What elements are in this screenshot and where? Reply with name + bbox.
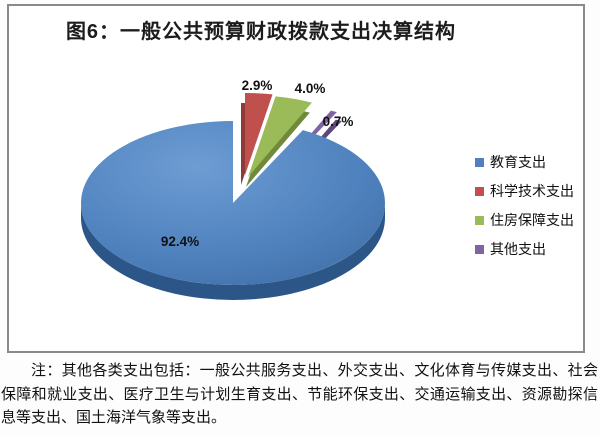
- legend-swatch-education-icon: [475, 157, 484, 167]
- legend-item-other: 其他支出: [475, 240, 574, 258]
- figure-note: 注：其他各类支出包括：一般公共服务支出、外交支出、文化体育与传媒支出、社会保障和…: [1, 363, 598, 426]
- legend-item-science: 科学技术支出: [475, 182, 574, 200]
- legend-label-science: 科学技术支出: [490, 183, 574, 199]
- legend-label-education: 教育支出: [490, 154, 546, 170]
- legend-item-education: 教育支出: [475, 153, 574, 171]
- chart-frame: 图6：一般公共预算财政拨款支出决算结构 92.4% 2.9% 4.0% 0.7%…: [7, 4, 585, 353]
- legend-label-housing: 住房保障支出: [490, 212, 574, 228]
- legend-swatch-science-icon: [475, 186, 484, 196]
- legend-swatch-other-icon: [475, 244, 484, 254]
- pie-label-other: 0.7%: [322, 114, 354, 129]
- pie-label-science: 2.9%: [241, 78, 273, 93]
- legend-label-other: 其他支出: [490, 241, 546, 257]
- pie-label-education: 92.4%: [160, 234, 200, 249]
- legend-swatch-housing-icon: [475, 215, 484, 225]
- chart-title: 图6：一般公共预算财政拨款支出决算结构: [65, 21, 457, 43]
- pie-slices: [81, 93, 386, 300]
- pie-chart: [81, 93, 386, 300]
- chart-legend: 教育支出 科学技术支出 住房保障支出 其他支出: [475, 153, 574, 258]
- pie-label-housing: 4.0%: [294, 81, 326, 96]
- legend-item-housing: 住房保障支出: [475, 211, 574, 229]
